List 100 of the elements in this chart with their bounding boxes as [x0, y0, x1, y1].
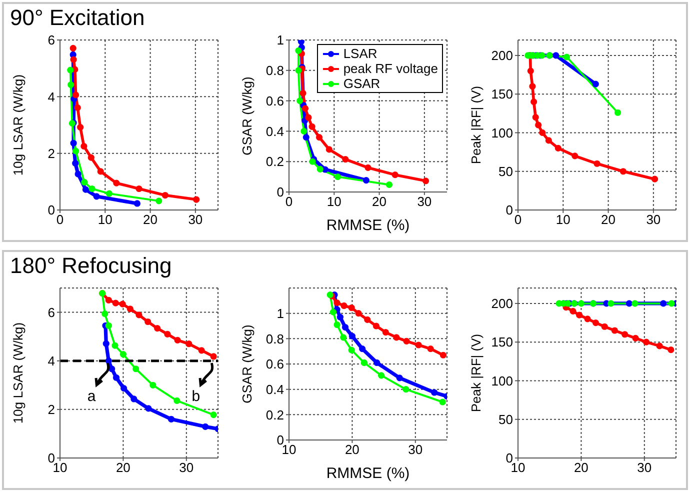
- point: [302, 134, 310, 141]
- point: [584, 316, 591, 322]
- annotation: b: [190, 388, 202, 406]
- point: [193, 196, 200, 203]
- point: [132, 366, 140, 372]
- point: [88, 185, 96, 192]
- point: [72, 160, 79, 167]
- y-tick-label: 0.8: [266, 63, 284, 78]
- y-tick-label: 0: [276, 432, 284, 448]
- legend-label: GSAR: [343, 76, 380, 91]
- legend-label: LSAR: [343, 46, 378, 61]
- point: [130, 396, 138, 402]
- point: [82, 186, 90, 193]
- point: [378, 372, 385, 379]
- point: [342, 156, 349, 163]
- point: [164, 330, 171, 338]
- point: [355, 310, 362, 317]
- point: [611, 327, 618, 334]
- point: [340, 334, 347, 341]
- point: [112, 374, 120, 381]
- point: [97, 168, 104, 175]
- annotation: a: [86, 388, 97, 406]
- y-tick-label: 100: [491, 373, 513, 388]
- point: [660, 300, 667, 307]
- y-tick-label: 200: [491, 296, 513, 312]
- point: [572, 152, 578, 160]
- point: [326, 146, 332, 153]
- point: [168, 416, 175, 422]
- point: [72, 92, 80, 98]
- point: [632, 334, 639, 342]
- x-tick-label: 30: [188, 212, 203, 228]
- point: [102, 340, 110, 347]
- x-axis-title: RMMSE (%): [326, 217, 410, 234]
- point: [620, 168, 626, 175]
- point: [403, 338, 410, 344]
- point: [360, 359, 368, 366]
- point: [340, 302, 348, 310]
- point: [210, 411, 217, 418]
- point: [396, 374, 403, 382]
- point: [342, 324, 349, 331]
- point: [601, 323, 608, 330]
- x-tick-label: 30: [179, 460, 194, 476]
- x-tick-label: 30: [408, 442, 423, 458]
- point: [656, 342, 663, 350]
- x-tick-label: 20: [601, 212, 616, 228]
- point: [530, 98, 538, 106]
- point: [105, 322, 112, 329]
- point: [300, 128, 308, 134]
- point: [186, 340, 192, 348]
- y-tick-label: 0.2: [266, 407, 284, 422]
- x-tick-label: 20: [574, 460, 588, 476]
- y-tick-label: 150: [491, 334, 513, 350]
- point: [150, 382, 156, 388]
- y-tick-label: 6: [48, 32, 55, 48]
- y-axis-title: 10g LSAR (W/kg): [10, 322, 26, 424]
- point: [545, 137, 552, 144]
- point: [174, 336, 181, 344]
- y-tick-label: 6: [48, 304, 55, 320]
- y-tick-label: 0.6: [266, 356, 284, 372]
- point: [594, 160, 600, 167]
- point: [202, 423, 209, 430]
- point: [608, 300, 614, 307]
- point: [88, 154, 94, 161]
- point: [295, 47, 302, 54]
- point: [305, 114, 312, 121]
- point: [334, 300, 340, 306]
- y-axis-title: GSAR (W/kg): [240, 324, 255, 404]
- point: [81, 178, 88, 186]
- y-tick-label: 2: [48, 146, 55, 161]
- point: [364, 316, 371, 323]
- point: [576, 312, 583, 318]
- point: [532, 114, 539, 121]
- point: [348, 332, 356, 340]
- y-axis-title: Peak |RF| (V): [468, 86, 484, 164]
- point: [372, 322, 380, 330]
- point: [374, 359, 380, 366]
- point: [68, 81, 74, 88]
- point: [632, 300, 638, 307]
- point: [102, 310, 108, 318]
- point: [198, 347, 205, 354]
- point: [330, 308, 337, 316]
- x-tick-label: 20: [116, 460, 130, 476]
- point: [334, 321, 340, 328]
- y-axis-title: GSAR (W/kg): [240, 76, 255, 156]
- x-tick-label: 10: [98, 212, 112, 228]
- y-tick-label: 2: [48, 402, 55, 418]
- y-tick-label: 0.4: [266, 124, 284, 139]
- point: [302, 105, 309, 112]
- point: [578, 300, 584, 307]
- point: [427, 346, 434, 352]
- point: [119, 300, 126, 308]
- point: [295, 67, 302, 74]
- y-tick-label: 50: [498, 164, 513, 179]
- point: [336, 314, 344, 320]
- x-tick-label: 30: [417, 194, 432, 210]
- point: [527, 68, 534, 74]
- y-tick-label: 100: [491, 125, 513, 140]
- point: [210, 353, 217, 360]
- point: [393, 334, 400, 341]
- point: [364, 164, 372, 171]
